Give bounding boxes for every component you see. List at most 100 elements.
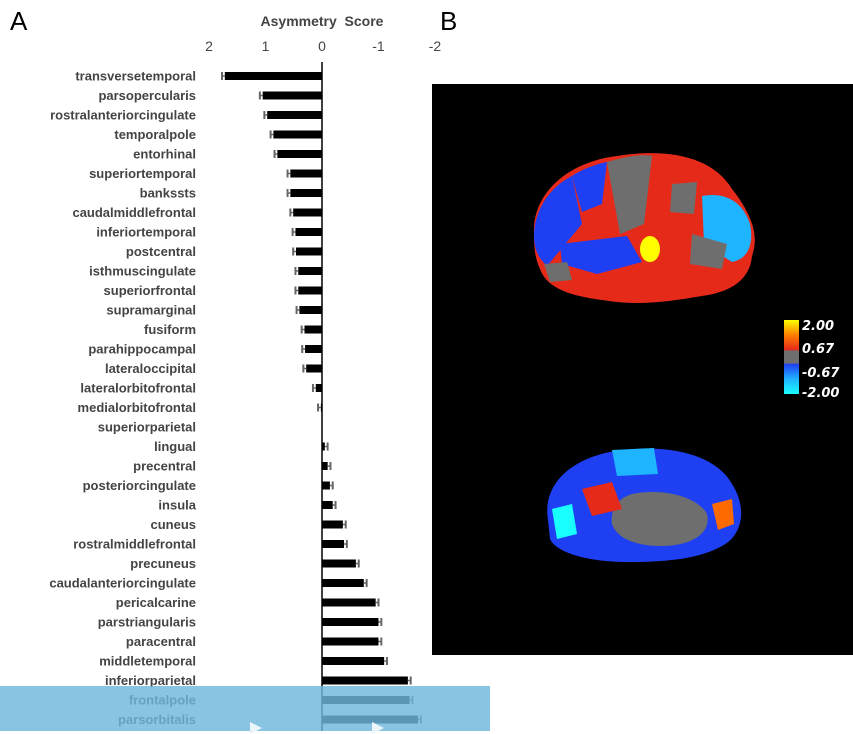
error-bar (355, 559, 360, 568)
bar (296, 247, 322, 256)
bar (322, 676, 408, 685)
category-label: rostralmiddlefrontal (73, 537, 196, 552)
category-label: caudalmiddlefrontal (72, 205, 196, 220)
x-tick-label: 2 (205, 38, 213, 54)
bar (322, 481, 330, 490)
category-label: postcentral (126, 244, 196, 259)
bar (267, 111, 322, 119)
error-bar (301, 345, 306, 353)
bar (262, 91, 322, 100)
chart-title: Asymmetry Score (261, 13, 384, 29)
x-tick-label: -1 (372, 38, 385, 54)
medial-brain-view (547, 448, 742, 562)
category-label: lateraloccipital (105, 361, 196, 376)
error-bar (220, 72, 225, 80)
error-bar (384, 657, 388, 665)
bar (322, 618, 379, 626)
panel-label-b: B (440, 6, 458, 36)
category-label: middletemporal (99, 654, 196, 669)
error-bar (295, 306, 300, 314)
bar (315, 384, 322, 392)
category-label: insula (158, 498, 196, 513)
bar (298, 286, 322, 295)
category-label: isthmuscingulate (89, 264, 196, 279)
error-bar (317, 403, 321, 412)
colorbar (784, 320, 799, 394)
category-label: precuneus (130, 556, 196, 571)
category-label: transversetemporal (75, 69, 196, 84)
error-bar (273, 150, 278, 158)
bar (322, 579, 364, 587)
error-bar (329, 481, 334, 490)
colorbar-label-min: -2.00 (802, 386, 840, 401)
category-label: cuneus (150, 517, 196, 532)
category-label: lateralorbitofrontal (80, 381, 196, 396)
category-label: paracentral (126, 634, 196, 649)
bar (277, 150, 322, 158)
bar (305, 345, 322, 353)
category-label: superiorparietal (98, 420, 196, 435)
category-label: posteriorcingulate (83, 478, 196, 493)
category-label: pericalcarine (116, 595, 196, 610)
category-label: lingual (154, 439, 196, 454)
category-label: precentral (133, 459, 196, 474)
category-label: parsopercularis (98, 88, 196, 103)
bar (322, 520, 343, 529)
error-bar (294, 267, 299, 275)
bar (306, 364, 322, 373)
error-bar (258, 91, 263, 100)
error-bar (294, 286, 299, 295)
error-bar (286, 189, 291, 197)
bar (298, 267, 322, 275)
category-label: caudalanteriorcingulate (49, 576, 196, 591)
x-tick-label: -2 (429, 38, 442, 54)
bar (322, 462, 328, 470)
error-bar (324, 442, 329, 451)
category-label: inferiortemporal (96, 225, 196, 240)
asymmetry-bar-chart: Asymmetry Score 2 1 0 -1 -2 transversetempor… (49, 13, 442, 731)
error-bar (292, 247, 297, 256)
bar (322, 598, 376, 607)
bar (293, 208, 322, 217)
bar (290, 169, 322, 178)
error-bar (302, 364, 307, 373)
chevron-icon (372, 722, 384, 734)
panel-label-a: A (10, 6, 28, 36)
bar (322, 540, 345, 548)
bar (322, 559, 356, 568)
category-label: parstriangularis (98, 615, 196, 630)
highlight-overlay (0, 686, 490, 731)
error-bar (291, 228, 296, 236)
error-bar (363, 579, 368, 587)
colorbar-label-pos: 0.67 (802, 342, 835, 357)
category-label: medialorbitofrontal (78, 400, 196, 415)
brain-surface-panel: 2.00 0.67 -0.67 -2.00 (432, 84, 853, 655)
bar (224, 72, 322, 80)
colorbar-label-max: 2.00 (802, 319, 835, 334)
bar (322, 442, 325, 451)
category-label: rostralanteriorcingulate (50, 108, 196, 123)
error-bar (327, 462, 332, 470)
chevron-icon (250, 722, 262, 734)
bar (273, 130, 322, 139)
brain-surface-maps (533, 153, 799, 562)
error-bar (263, 111, 268, 119)
category-label: supramarginal (106, 303, 196, 318)
error-bar (289, 208, 294, 217)
error-bar (378, 618, 383, 626)
bar (322, 637, 379, 646)
error-bar (269, 130, 274, 139)
error-bar (378, 637, 383, 646)
lateral-brain-view (533, 153, 755, 303)
bar (304, 325, 322, 334)
error-bar (286, 169, 291, 178)
error-bar (375, 598, 380, 607)
error-bar (300, 325, 305, 334)
error-bar (332, 501, 337, 509)
error-bar (407, 676, 412, 685)
bar (322, 657, 385, 665)
bar (299, 306, 322, 314)
error-bar (342, 520, 347, 529)
category-label: temporalpole (114, 127, 196, 142)
bar (290, 189, 322, 197)
